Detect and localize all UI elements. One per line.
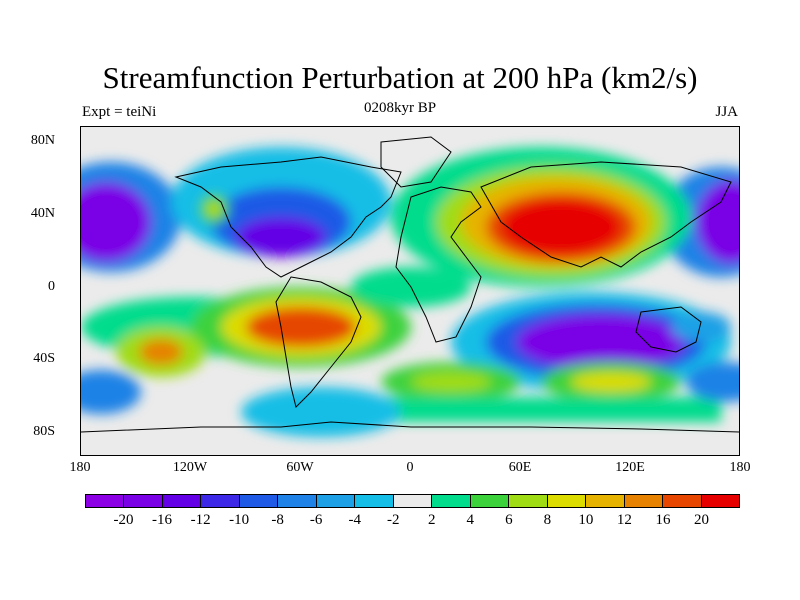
colorbar-swatch (547, 495, 587, 507)
colorbar-swatch (355, 495, 394, 507)
lat-tick-80n: 80N (30, 133, 55, 148)
field-plot (81, 127, 739, 455)
high-eurasia-core (501, 199, 621, 255)
low-namer-core (236, 217, 326, 257)
colorbar-label: 2 (428, 512, 436, 528)
lon-tick-120e: 120E (615, 460, 645, 475)
colorbar-label: -12 (190, 512, 211, 528)
season-label: JJA (715, 104, 738, 120)
lon-tick-60w: 60W (286, 460, 314, 475)
lon-tick-180e: 180 (729, 460, 751, 475)
colorbar-label: -16 (152, 512, 173, 528)
colorbar-label: 4 (466, 512, 475, 528)
colorbar-swatch (316, 495, 356, 507)
colorbar-swatch (470, 495, 510, 507)
low-southern-east (686, 362, 739, 402)
high-satl-core (246, 307, 356, 347)
colorbar-swatch (86, 495, 125, 507)
plot-title: Streamfunction Perturbation at 200 hPa (… (102, 60, 698, 95)
low-npac-west-core (81, 182, 151, 262)
lat-tick-80s: 80S (33, 424, 55, 439)
colorbar-swatch (663, 495, 702, 507)
colorbar-label: -8 (271, 512, 284, 528)
lat-tick-40n: 40N (30, 206, 55, 221)
colorbar-label: -4 (348, 512, 361, 528)
lon-tick-0: 0 (406, 460, 414, 475)
low-npac-east-core (696, 180, 739, 264)
colorbar-swatch (701, 495, 739, 507)
low-spac-east (671, 312, 731, 342)
lat-tick-40s: 40S (33, 351, 55, 366)
low-southern-west (81, 370, 141, 414)
streamfunction-map (80, 126, 740, 456)
colorbar-swatch (586, 495, 625, 507)
colorbar-label: 10 (578, 512, 594, 528)
colorbar-swatch (278, 495, 317, 507)
low-southern-samer (241, 387, 401, 437)
high-southern-atl-core (411, 372, 491, 392)
high-spac-core (139, 339, 183, 365)
coastlines (81, 136, 739, 433)
colorbar (85, 494, 740, 508)
high-southern-ind-core (571, 372, 651, 392)
lon-tick-60e: 60E (508, 460, 532, 475)
colorbar-swatch (432, 495, 471, 507)
lat-tick-0: 0 (48, 279, 55, 294)
lon-tick-120w: 120W (172, 460, 208, 475)
colorbar-swatch (393, 495, 433, 507)
colorbar-label: 20 (693, 512, 709, 528)
colorbar-swatch (124, 495, 163, 507)
colorbar-swatch (624, 495, 664, 507)
colorbar-swatch (162, 495, 202, 507)
colorbar-swatch (239, 495, 279, 507)
colorbar-label: 12 (616, 512, 632, 528)
low-indian-core (516, 314, 686, 370)
small-high-npac-core (208, 203, 220, 215)
colorbar-swatch (509, 495, 548, 507)
colorbar-label: 8 (543, 512, 552, 528)
colorbar-label: 6 (505, 512, 513, 528)
colorbar-label: 16 (655, 512, 671, 528)
colorbar-label: -6 (309, 512, 323, 528)
colorbar-swatch (201, 495, 240, 507)
lon-tick-180w: 180 (69, 460, 91, 475)
colorbar-label: -20 (113, 512, 134, 528)
high-antarctic-band (361, 397, 721, 422)
period-label: 0208kyr BP (363, 100, 437, 116)
experiment-label: Expt = teiNi (82, 104, 157, 120)
colorbar-label: -10 (229, 512, 250, 528)
colorbar-label: -2 (386, 512, 400, 528)
